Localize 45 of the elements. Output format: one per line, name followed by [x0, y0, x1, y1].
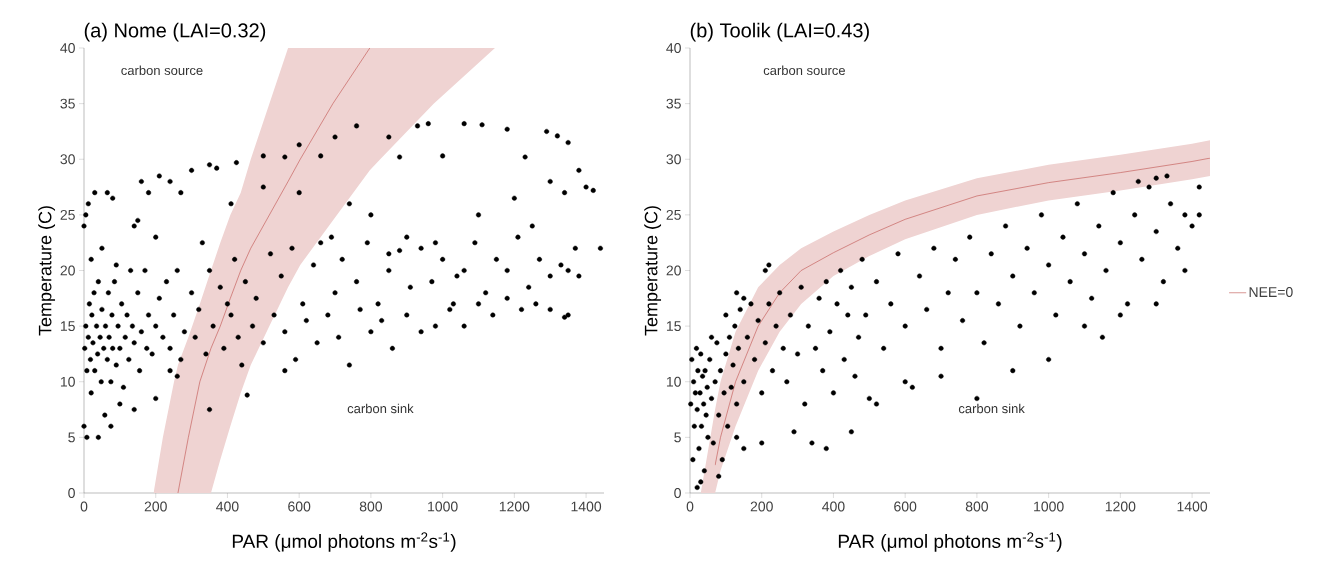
- x-tick-label: 1200: [499, 501, 530, 512]
- y-tick-label: 15: [60, 321, 75, 332]
- x-axis-title: PAR (μmol photons m$^{-2}$s$^{-1}$): [838, 532, 1062, 552]
- x-tick-label: 800: [359, 501, 383, 512]
- legend-label: NEE=0: [1249, 287, 1293, 298]
- y-tick-label: 10: [666, 376, 681, 387]
- y-tick-label: 35: [60, 98, 75, 109]
- y-tick-label: 40: [60, 43, 75, 53]
- x-tick-label: 600: [894, 501, 917, 512]
- x-tick-label: 200: [750, 501, 773, 512]
- x-tick-label: 400: [216, 501, 239, 512]
- y-tick-label: 0: [674, 488, 681, 498]
- x-tick-label: 0: [80, 501, 88, 512]
- y-tick-label: 5: [674, 432, 681, 443]
- x-tick-label: 1000: [1034, 501, 1064, 512]
- annotation: carbon source: [121, 65, 203, 76]
- x-axis-title: PAR (μmol photons m$^{-2}$s$^{-1}$): [232, 532, 456, 552]
- y-tick-label: 30: [60, 154, 75, 165]
- y-tick-label: 10: [60, 376, 75, 387]
- y-tick-label: 35: [666, 98, 681, 109]
- x-tick-label: 600: [288, 501, 311, 512]
- chart-title: (a) Nome (LAI=0.32): [84, 22, 266, 42]
- y-axis-title: Temperature (C): [644, 206, 662, 336]
- y-tick-label: 5: [68, 432, 75, 443]
- x-tick-label: 0: [686, 501, 694, 512]
- annotation: carbon sink: [958, 403, 1025, 414]
- y-tick-label: 20: [666, 265, 681, 276]
- y-tick-label: 25: [60, 209, 75, 220]
- x-tick-label: 800: [965, 501, 989, 512]
- chart-title: (b) Toolik (LAI=0.43): [690, 22, 869, 42]
- y-tick-label: 20: [60, 265, 75, 276]
- y-tick-label: 40: [666, 43, 681, 53]
- x-tick-label: 1400: [1177, 501, 1208, 512]
- y-axis-title: Temperature (C): [38, 206, 56, 336]
- x-tick-label: 1200: [1105, 501, 1136, 512]
- annotation: carbon source: [763, 65, 845, 76]
- y-tick-label: 0: [68, 488, 75, 498]
- y-tick-label: 30: [666, 154, 681, 165]
- annotation: carbon sink: [347, 403, 414, 414]
- x-tick-label: 1400: [571, 501, 602, 512]
- y-tick-label: 15: [666, 321, 681, 332]
- y-tick-label: 25: [666, 209, 681, 220]
- x-tick-label: 200: [144, 501, 167, 512]
- x-tick-label: 400: [822, 501, 845, 512]
- x-tick-label: 1000: [428, 501, 458, 512]
